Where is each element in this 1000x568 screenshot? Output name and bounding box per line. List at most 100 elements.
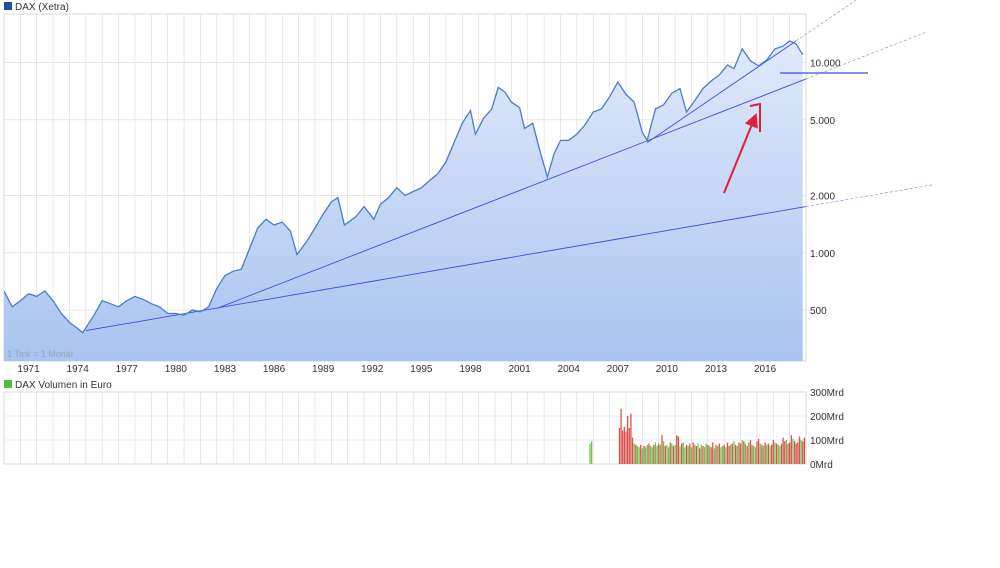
volume-bar <box>648 443 650 464</box>
volume-bar <box>689 443 691 464</box>
volume-bar <box>743 441 745 464</box>
volume-bar <box>705 443 707 464</box>
volume-bar <box>723 444 725 464</box>
legend-icon-dax <box>4 2 12 10</box>
y-tick-label: 5.000 <box>810 116 835 127</box>
x-tick-label: 1980 <box>165 364 188 375</box>
volume-bar <box>618 428 621 464</box>
volume-bar <box>636 446 639 464</box>
volume-bar <box>779 446 781 464</box>
volume-bar <box>759 443 761 464</box>
volume-bar <box>669 442 671 464</box>
volume-bar <box>643 446 645 464</box>
volume-bar <box>682 442 684 464</box>
volume-bar <box>728 446 730 464</box>
volume-bar <box>628 428 630 464</box>
volume-bar <box>590 441 593 464</box>
volume-bar <box>589 443 591 464</box>
x-tick-label: 1971 <box>17 364 40 375</box>
volume-bar <box>800 440 802 464</box>
volume-bar <box>712 442 714 464</box>
volume-bar <box>721 446 724 464</box>
volume-bar <box>730 444 732 464</box>
volume-bar <box>790 435 792 464</box>
volume-bars <box>589 408 806 464</box>
volume-bar <box>720 447 722 464</box>
volume-bar <box>708 446 711 464</box>
volume-bar <box>798 436 801 464</box>
volume-bar <box>726 442 729 464</box>
volume-bar <box>674 444 676 464</box>
volume-bar <box>757 438 760 464</box>
trendline-extension-3 <box>795 0 857 42</box>
trendline-2 <box>216 78 807 309</box>
volume-bar <box>769 446 771 464</box>
y-tick-label: 10.000 <box>810 59 841 70</box>
volume-bar <box>697 443 699 464</box>
x-tick-label: 1989 <box>312 364 335 375</box>
volume-bar <box>702 446 704 464</box>
volume-bar <box>658 443 660 464</box>
volume-bar <box>756 441 758 464</box>
volume-y-tick-label: 200Mrd <box>810 412 844 423</box>
volume-bar <box>741 440 743 464</box>
volume-bar <box>664 446 666 464</box>
volume-bar <box>672 446 675 464</box>
trendline-extension-2 <box>805 31 928 80</box>
volume-bar <box>625 431 627 464</box>
volume-y-tick-label: 0Mrd <box>810 460 833 471</box>
volume-bar <box>626 416 629 464</box>
volume-bar <box>780 443 783 464</box>
x-tick-label: 2001 <box>508 364 531 375</box>
volume-bar <box>764 442 766 464</box>
volume-bar <box>692 442 694 464</box>
volume-bar <box>667 447 670 464</box>
volume-bar <box>735 444 737 464</box>
volume-bar <box>787 443 789 464</box>
volume-bar <box>751 444 753 464</box>
y-tick-label: 500 <box>810 306 827 317</box>
volume-bar <box>654 442 657 464</box>
volume-bar <box>717 446 719 464</box>
legend-icon-volume <box>4 380 12 388</box>
volume-bar <box>789 442 791 464</box>
x-tick-label: 2010 <box>656 364 679 375</box>
volume-bar <box>687 446 689 464</box>
volume-bar <box>731 443 734 464</box>
volume-y-tick-label: 100Mrd <box>810 436 844 447</box>
x-tick-label: 1983 <box>214 364 237 375</box>
x-tick-label: 1998 <box>459 364 482 375</box>
volume-bar <box>777 444 779 464</box>
main-x-axis: 1971 1974 1977 1980 1983 1986 1989 1992 1995 1998… <box>17 364 776 375</box>
volume-bar <box>793 441 796 464</box>
volume-bar <box>802 441 804 464</box>
volume-bar <box>710 447 712 464</box>
volume-bar <box>646 444 648 464</box>
volume-bar <box>666 444 668 464</box>
volume-bar <box>771 444 773 464</box>
volume-bar <box>694 444 696 464</box>
volume-bar <box>795 443 797 464</box>
volume-bar <box>785 440 788 464</box>
volume-bar <box>653 444 655 464</box>
volume-bar <box>656 446 658 464</box>
volume-bar <box>725 447 727 464</box>
trendline-extension-1 <box>805 184 935 207</box>
volume-bar <box>661 435 663 464</box>
volume-bar <box>703 447 706 464</box>
volume-plot-frame <box>3 391 807 465</box>
volume-bar <box>746 446 748 464</box>
volume-bar <box>736 446 738 464</box>
trendline-3 <box>646 40 797 143</box>
volume-bar <box>635 444 637 464</box>
x-tick-label: 2016 <box>754 364 777 375</box>
volume-bar <box>649 446 652 464</box>
trendline-1 <box>85 206 807 332</box>
volume-bar <box>641 448 644 464</box>
volume-bar <box>748 442 750 464</box>
x-tick-label: 2013 <box>705 364 728 375</box>
volume-bar <box>739 443 742 464</box>
volume-bar <box>638 447 640 464</box>
